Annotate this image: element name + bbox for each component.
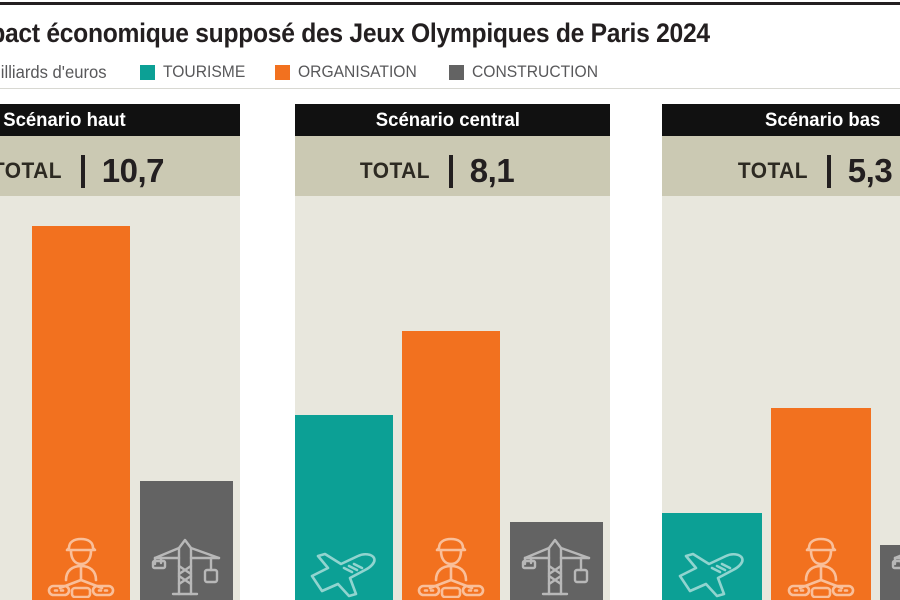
panel-header: Scénario haut	[0, 104, 240, 136]
total-band	[0, 136, 240, 196]
crane-icon	[149, 536, 225, 598]
bar-organisation: 4	[402, 331, 500, 600]
panel-header: Scénario central	[295, 104, 610, 136]
bar-tourisme: 2,8	[295, 415, 393, 600]
legend-label: CONSTRUCTION	[471, 62, 598, 81]
panel-title: Scénario central	[375, 109, 520, 131]
legend-label: ORGANISATION	[297, 62, 417, 81]
total-separator	[826, 154, 831, 188]
panel-scenario-haut: Scénario haut TOTAL 10,7 3,5 5,4	[0, 104, 240, 600]
total-row: TOTAL 5,3	[736, 152, 893, 190]
page-title: Impact économique supposé des Jeux Olymp…	[0, 18, 710, 48]
total-band	[662, 136, 900, 196]
bar-construction: 1,3	[510, 522, 603, 600]
plot-area: 3,5 5,4	[0, 196, 240, 600]
airplane-icon	[306, 546, 382, 598]
airplane-icon	[674, 546, 750, 598]
top-rule	[0, 2, 900, 5]
total-separator	[448, 154, 453, 188]
panel-title: Scénario bas	[765, 109, 881, 131]
legend-item-construction: CONSTRUCTION	[448, 62, 609, 82]
bar-tourisme: 1,4	[662, 513, 762, 600]
worker-icon	[416, 536, 486, 598]
legend-item-tourisme: TOURISME	[140, 62, 252, 82]
legend: En milliards d'euros TOURISME ORGANISATI…	[0, 60, 631, 84]
legend-divider	[0, 88, 900, 89]
panel-scenario-bas: Scénario bas TOTAL 5,3 1,4 2,9	[662, 104, 900, 600]
total-value: 8,1	[469, 152, 515, 189]
legend-item-organisation: ORGANISATION	[274, 62, 427, 82]
total-row: TOTAL 10,7	[0, 152, 165, 190]
worker-icon	[786, 536, 856, 598]
bar-organisation: 5,4	[32, 226, 130, 600]
plot-area: 1,4 2,9	[662, 196, 900, 600]
crane-icon	[889, 545, 900, 598]
total-value: 5,3	[847, 152, 893, 189]
total-label: TOTAL	[0, 158, 62, 183]
panel-header: Scénario bas	[662, 104, 900, 136]
worker-icon	[46, 536, 116, 598]
square-swatch-icon	[274, 64, 290, 80]
crane-icon	[519, 536, 595, 598]
total-row: TOTAL 8,1	[358, 152, 515, 190]
bar-construction: 1	[880, 545, 900, 600]
bar-construction: 1,8	[140, 481, 233, 600]
unit-label: En milliards d'euros	[0, 61, 107, 82]
panel-title: Scénario haut	[3, 109, 126, 131]
total-value: 10,7	[101, 152, 165, 189]
total-label: TOTAL	[359, 158, 430, 183]
plot-area: 2,8 4	[295, 196, 610, 600]
total-label: TOTAL	[737, 158, 808, 183]
bar-organisation: 2,9	[771, 408, 871, 600]
square-swatch-icon	[140, 64, 156, 80]
legend-label: TOURISME	[163, 62, 246, 81]
total-separator	[80, 154, 85, 188]
panel-scenario-central: Scénario central TOTAL 8,1 2,8 4	[295, 104, 610, 600]
square-swatch-icon	[448, 64, 464, 80]
